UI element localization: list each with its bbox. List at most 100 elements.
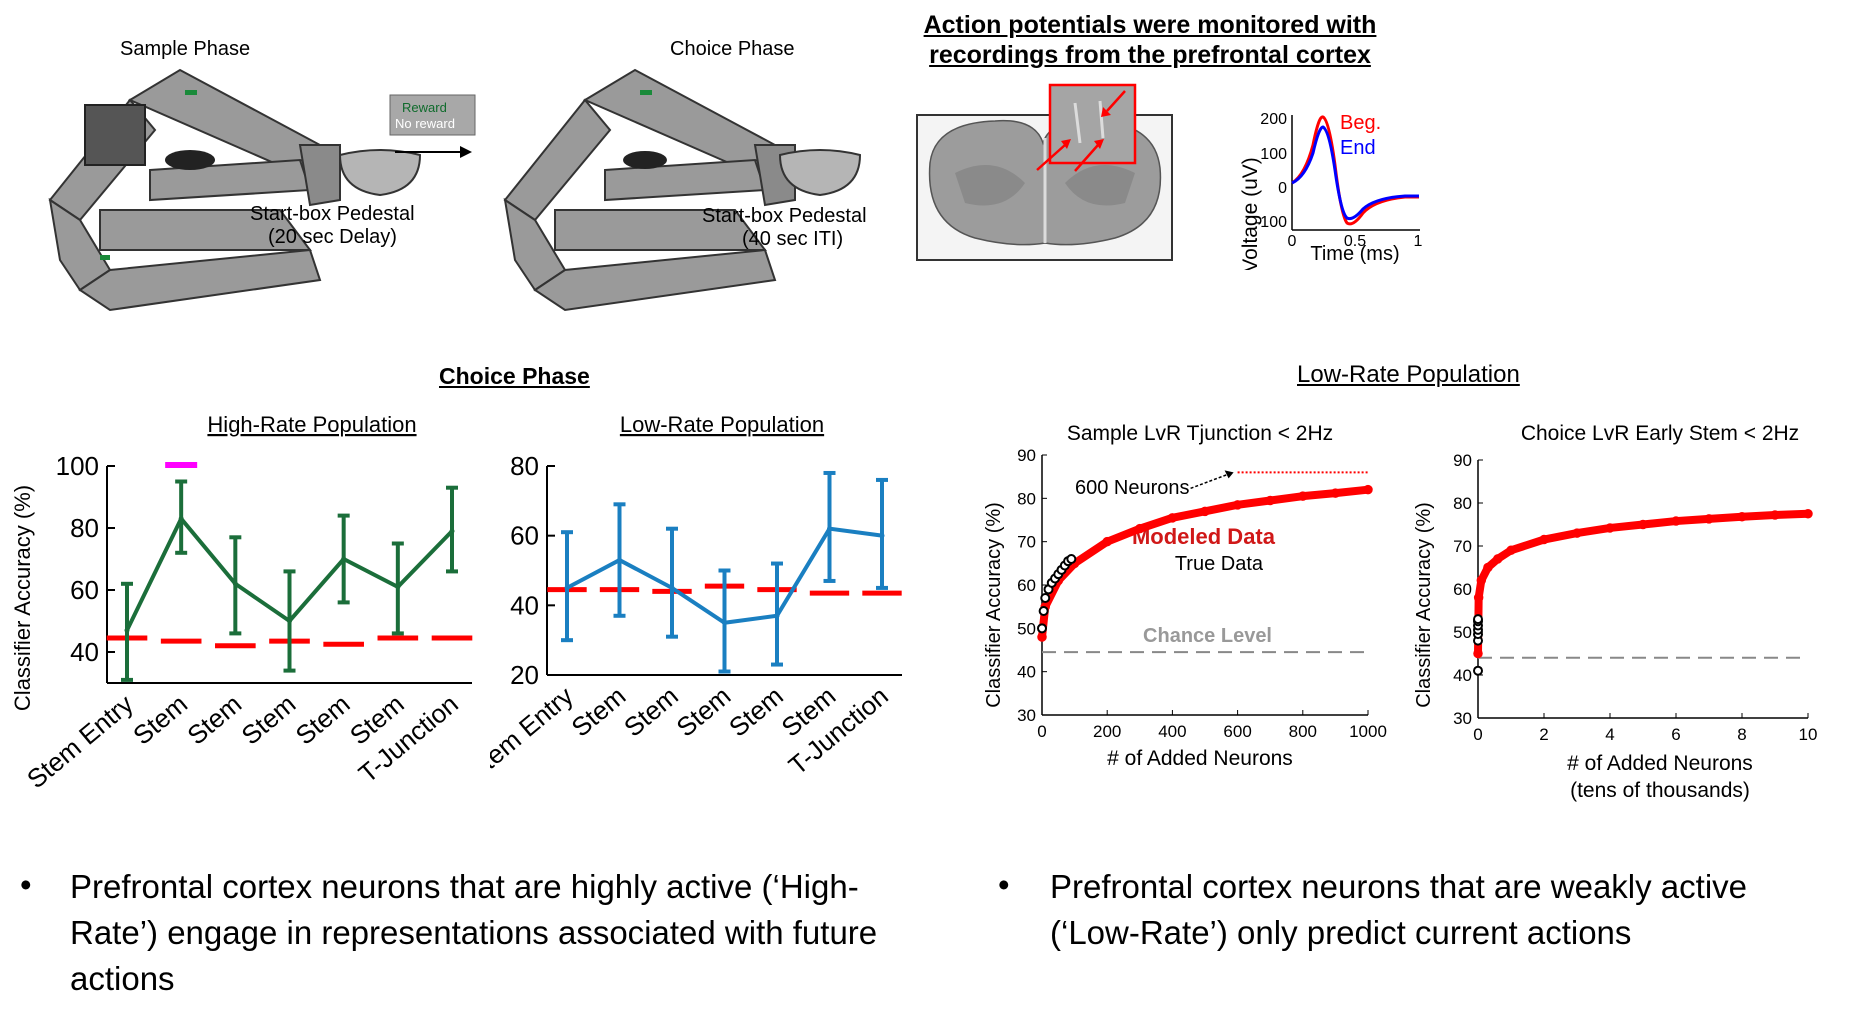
waveform-xtick: 0 <box>1288 233 1297 250</box>
y-tick-label: 60 <box>1453 580 1472 599</box>
x-tick-label: Stem Entry <box>21 689 139 795</box>
bullet-right-text: Prefrontal cortex neurons that are weakl… <box>1050 864 1747 956</box>
x-tick-label: Stem <box>566 681 632 743</box>
reward-box <box>389 94 476 136</box>
modeled-curve <box>1474 509 1812 658</box>
x-tick-label: 0 <box>1037 722 1046 741</box>
reward-label: Reward <box>402 100 447 115</box>
chance-level-label: Chance Level <box>1143 625 1272 647</box>
high-rate-chart: High-Rate Population Classifier Accuracy… <box>10 412 473 795</box>
x-tick-label: 800 <box>1289 722 1317 741</box>
x-tick-label: 10 <box>1799 725 1818 744</box>
x-tick-label: Stem <box>618 681 684 743</box>
modeled-point <box>1135 523 1145 534</box>
reward-marker <box>640 90 652 95</box>
data-point <box>395 584 401 590</box>
modeled-point <box>1473 592 1484 603</box>
modeled-point <box>1200 506 1210 517</box>
x-tick-label: 200 <box>1093 722 1121 741</box>
sample-lvr-chart: Sample LvR Tjunction < 2Hz Classifier Ac… <box>983 422 1387 770</box>
modeled-point <box>1605 523 1615 533</box>
true-data-point <box>1040 593 1051 603</box>
data-point <box>232 581 238 587</box>
waveform-xlabel: Time (ms) <box>1310 243 1399 265</box>
waveform-legend-beg: Beg. <box>1340 112 1381 134</box>
true-data-point <box>1473 665 1483 676</box>
y-tick-label: 60 <box>510 521 539 551</box>
true-data-point <box>1473 614 1483 625</box>
true-data-point <box>1037 623 1047 634</box>
x-tick-label: Stem <box>127 689 193 751</box>
y-tick-label: 70 <box>1017 533 1036 552</box>
modeled-point <box>1167 513 1178 523</box>
modeled-point <box>1506 545 1516 556</box>
bullet-left-text: Prefrontal cortex neurons that are highl… <box>70 864 877 1002</box>
modeled-point <box>1493 554 1503 564</box>
sample-phase-label: Sample Phase <box>120 38 251 60</box>
bullet-dot-left: • <box>20 866 32 903</box>
chart-title: Sample LvR Tjunction < 2Hz <box>1067 422 1333 445</box>
data-point <box>287 618 292 624</box>
data-point <box>774 613 780 619</box>
recording-title-line2: recordings from the prefrontal cortex <box>929 41 1371 69</box>
y-tick-label: 80 <box>1017 489 1036 508</box>
choice-phase-title: Choice Phase <box>439 363 590 389</box>
chart-xlabel: # of Added Neurons <box>1567 752 1753 775</box>
modeled-point <box>1803 509 1813 519</box>
modeled-point <box>1638 519 1648 530</box>
data-point <box>341 556 347 562</box>
choice-lvr-chart: Choice LvR Early Stem < 2Hz Classifier A… <box>1413 422 1818 802</box>
modeled-point <box>1473 648 1483 659</box>
brain-slice-image <box>916 83 1173 261</box>
y-tick-label: 100 <box>56 451 99 481</box>
rat-silhouette <box>165 150 215 170</box>
pedestal-1 <box>338 149 422 197</box>
modeled-point <box>1704 514 1714 524</box>
recording-title-line1: Action potentials were monitored with <box>923 11 1377 39</box>
maze-sample <box>48 68 341 312</box>
y-tick-label: 80 <box>70 513 99 543</box>
phase-arrow-head <box>460 146 472 158</box>
waveform-ytick: 200 <box>1260 111 1287 128</box>
data-point <box>879 533 885 539</box>
waveform-ytick: -100 <box>1255 214 1287 231</box>
y-tick-label: 40 <box>1453 666 1472 685</box>
chart-title: Choice LvR Early Stem < 2Hz <box>1521 422 1799 445</box>
true-data-point <box>1038 606 1049 616</box>
x-tick-label: Stem <box>290 689 356 751</box>
recording-title: Action potentials were monitored with re… <box>880 10 1420 70</box>
modeled-point <box>1770 510 1780 520</box>
x-tick-label: 400 <box>1158 722 1186 741</box>
waveform-ylabel: Voltage (uV) <box>1239 157 1262 270</box>
y-tick-label: 30 <box>1453 709 1472 728</box>
x-tick-label: Stem <box>181 689 247 751</box>
y-tick-label: 40 <box>70 637 99 667</box>
bullet-dot-right: • <box>998 866 1010 903</box>
waveform-ytick: 100 <box>1260 146 1287 163</box>
x-tick-label: 6 <box>1671 725 1680 744</box>
y-tick-label: 60 <box>1017 576 1036 595</box>
y-tick-label: 30 <box>1017 706 1036 725</box>
modeled-point <box>1102 536 1112 547</box>
data-point <box>669 585 675 591</box>
modeled-point <box>1232 500 1243 510</box>
y-tick-label: 90 <box>1453 451 1472 470</box>
x-tick-label: 0 <box>1473 725 1482 744</box>
sample-start-box <box>84 104 146 166</box>
bullet-right-line2: (‘Low-Rate’) only predict current action… <box>1050 914 1632 951</box>
chart-ylabel: Classifier Accuracy (%) <box>1413 502 1435 708</box>
reward-marker <box>185 90 197 95</box>
bullet-left-line2: Rate’) engage in representations associa… <box>70 914 878 951</box>
modeled-point <box>1265 495 1275 506</box>
modeled-point <box>1330 488 1341 498</box>
waveform-xtick: 0.5 <box>1344 233 1366 250</box>
y-tick-label: 60 <box>70 575 99 605</box>
bullet-left-line3: actions <box>70 960 175 997</box>
annotation-arrow <box>1190 472 1231 490</box>
waveform-legend-end: End <box>1340 137 1376 159</box>
low-rate-section-title: Low-Rate Population <box>1297 361 1520 388</box>
annotation-600-neurons: 600 Neurons <box>1075 477 1190 499</box>
x-tick-label: 600 <box>1223 722 1251 741</box>
chart-xlabel: # of Added Neurons <box>1107 747 1293 770</box>
